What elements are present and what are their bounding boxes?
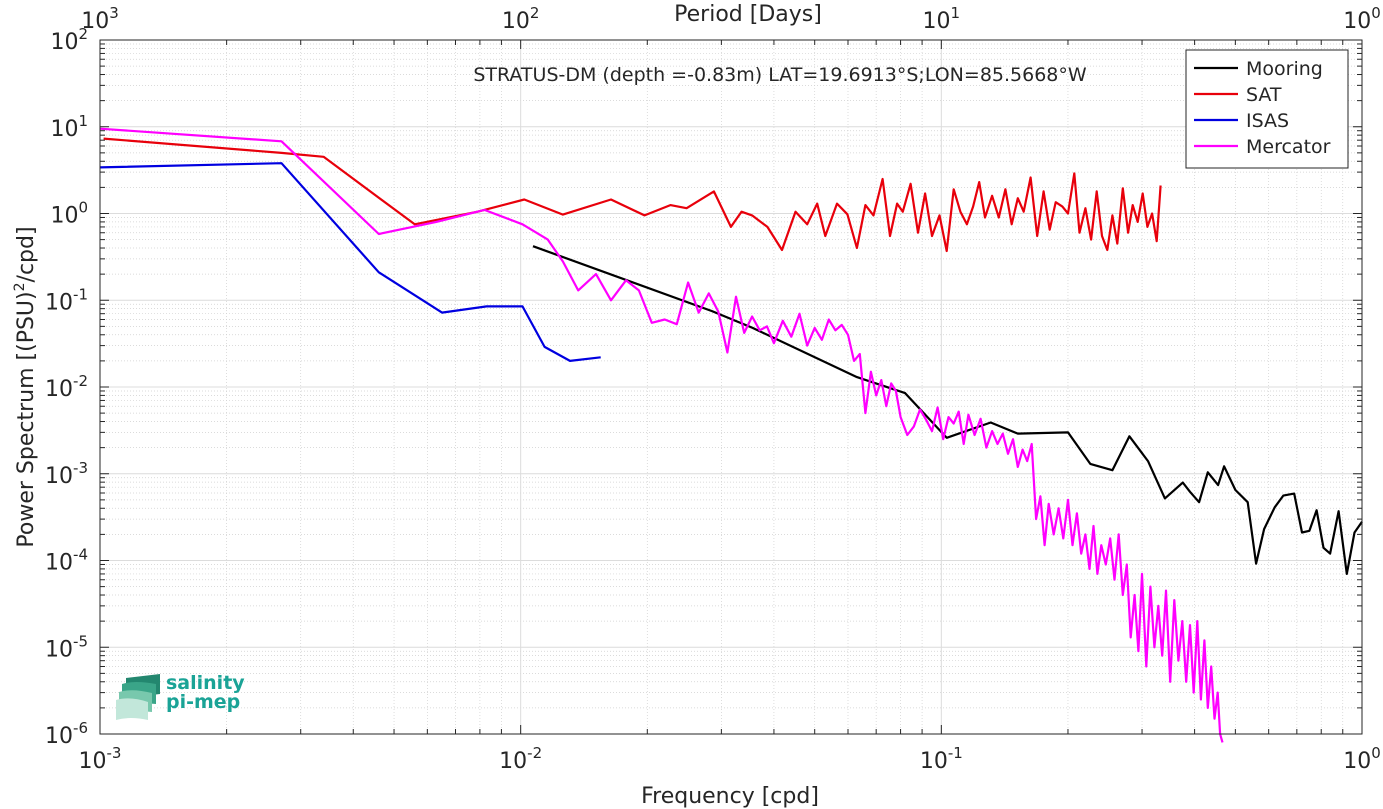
legend-label-sat: SAT [1246, 84, 1282, 106]
top-x-tick-label: 100 [1343, 4, 1381, 34]
logo-line-1: salinity [166, 672, 245, 694]
legend-label-mercator: Mercator [1246, 136, 1331, 158]
y-tick-label: 102 [50, 25, 88, 55]
series-line-mercator [99, 127, 1224, 743]
x-tick-label: 100 [1343, 744, 1381, 774]
y-axis-label-main: Power Spectrum [(PSU) [14, 291, 39, 547]
y-tick-label: 10-3 [45, 459, 88, 489]
series-line-isas [99, 162, 601, 362]
legend-label-mooring: Mooring [1246, 58, 1323, 80]
logo-line-2: pi-mep [166, 691, 241, 713]
x-axis-label: Frequency [cpd] [641, 784, 819, 809]
top-x-tick-label: 102 [502, 4, 540, 34]
logo-text: salinity pi-mep [166, 674, 245, 712]
y-axis-label-tail: /cpd] [14, 226, 39, 282]
series-line-sat [103, 137, 1162, 253]
top-x-tick-label: 103 [81, 4, 119, 34]
logo-waves-icon [116, 674, 160, 720]
legend-label-isas: ISAS [1246, 110, 1289, 132]
y-tick-label: 10-4 [45, 546, 88, 576]
x-tick-label: 10-1 [920, 744, 963, 774]
y-tick-label: 100 [50, 199, 88, 229]
top-x-tick-label: 101 [923, 4, 961, 34]
y-tick-label: 10-6 [45, 719, 88, 749]
axis-ticks [99, 39, 1363, 735]
y-axis-label: Power Spectrum [(PSU)2/cpd] [12, 226, 39, 547]
top-x-axis-label: Period [Days] [674, 2, 822, 27]
y-axis-label-sup: 2 [12, 282, 28, 291]
y-tick-label: 101 [50, 112, 88, 142]
legend: Mooring SAT ISAS Mercator [1185, 49, 1349, 169]
y-tick-label: 10-5 [45, 632, 88, 662]
y-tick-label: 10-1 [45, 285, 88, 315]
plot-lines [99, 127, 1363, 743]
chart-title: STRATUS-DM (depth =-0.83m) LAT=19.6913°S… [473, 64, 1087, 86]
x-tick-label: 10-2 [499, 744, 542, 774]
salinity-pi-mep-logo: salinity pi-mep [116, 672, 256, 724]
legend-box [1185, 49, 1349, 169]
y-tick-label: 10-2 [45, 372, 88, 402]
x-tick-label: 10-3 [79, 744, 122, 774]
series-line-mooring [532, 245, 1363, 576]
